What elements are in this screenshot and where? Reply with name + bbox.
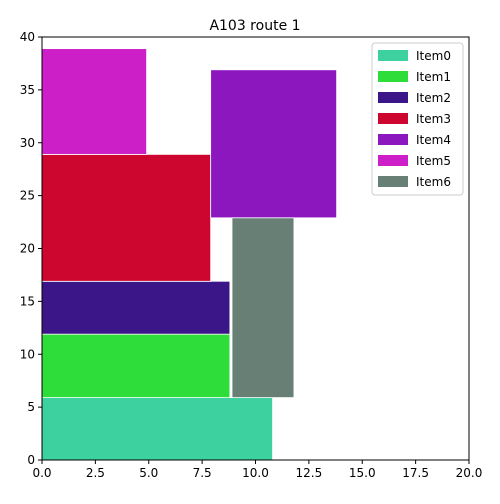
rect-item5 xyxy=(41,48,148,155)
legend-swatch xyxy=(378,155,408,166)
x-tick-label: 15.0 xyxy=(349,466,376,480)
legend-swatch xyxy=(378,176,408,187)
y-tick-label: 30 xyxy=(20,136,35,150)
y-tick-label: 40 xyxy=(20,30,35,44)
x-tick-label: 7.5 xyxy=(193,466,212,480)
legend-label: Item3 xyxy=(416,112,451,126)
y-tick-label: 15 xyxy=(20,294,35,308)
x-tick-label: 17.5 xyxy=(402,466,429,480)
legend-label: Item4 xyxy=(416,133,451,147)
x-tick-label: 0.0 xyxy=(32,466,51,480)
y-tick-label: 10 xyxy=(20,347,35,361)
legend-label: Item1 xyxy=(416,70,451,84)
legend-swatch xyxy=(378,71,408,82)
legend-label: Item5 xyxy=(416,154,451,168)
legend-label: Item0 xyxy=(416,49,451,63)
y-tick-label: 25 xyxy=(20,189,35,203)
x-tick-label: 5.0 xyxy=(139,466,158,480)
x-tick-label: 2.5 xyxy=(86,466,105,480)
y-axis: 0 5 10 15 20 25 30 35 40 xyxy=(20,30,42,467)
legend-swatch xyxy=(378,50,408,61)
chart-title: A103 route 1 xyxy=(209,18,300,34)
legend-label: Item6 xyxy=(416,175,451,189)
plot-rectangles xyxy=(41,48,338,461)
x-tick-label: 10.0 xyxy=(242,466,269,480)
y-tick-label: 5 xyxy=(27,400,35,414)
rect-item6 xyxy=(231,217,295,399)
y-tick-label: 20 xyxy=(20,242,35,256)
rect-item0 xyxy=(41,397,273,461)
y-tick-label: 0 xyxy=(27,453,35,467)
rect-item2 xyxy=(41,280,231,335)
legend-label: Item2 xyxy=(416,91,451,105)
rect-item3 xyxy=(41,153,212,282)
x-tick-label: 12.5 xyxy=(296,466,323,480)
x-tick-label: 20.0 xyxy=(456,466,483,480)
rect-item1 xyxy=(41,333,231,399)
legend-swatch xyxy=(378,113,408,124)
legend: Item0 Item1 Item2 Item3 Item4 Item5 Item6 xyxy=(371,42,464,196)
legend-swatch xyxy=(378,134,408,145)
legend-swatch xyxy=(378,92,408,103)
x-axis: 0.0 2.5 5.0 7.5 10.0 12.5 15.0 17.5 20.0 xyxy=(32,460,482,480)
y-tick-label: 35 xyxy=(20,83,35,97)
rect-item4 xyxy=(210,69,338,219)
